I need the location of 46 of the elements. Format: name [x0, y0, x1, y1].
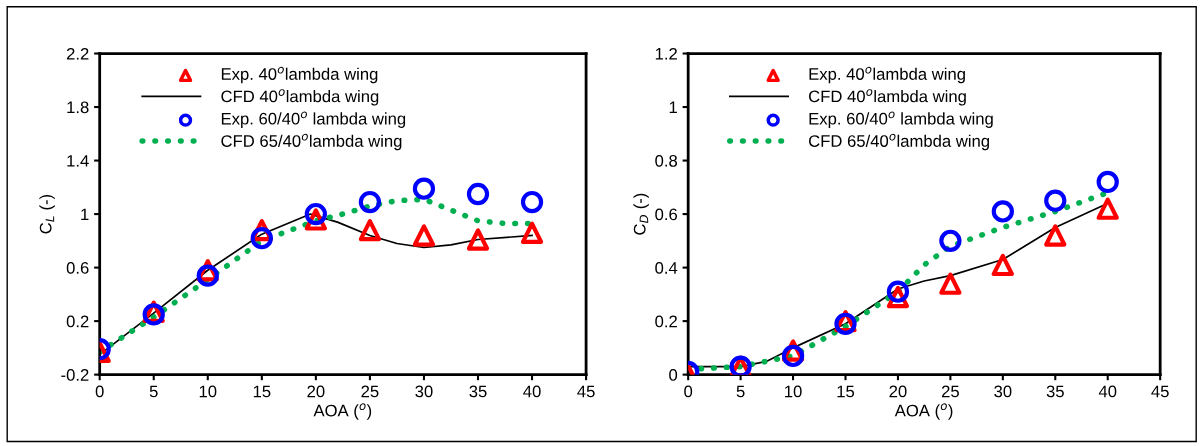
- legend-label: CFD 65/40$^{o}$lambda wing: [809, 133, 989, 151]
- x-tick-label: 5: [149, 385, 158, 398]
- legend-label: Exp. 60/40$^{o}$ lambda wing: [809, 111, 993, 128]
- x-tick-label: 5: [736, 385, 745, 398]
- legend-label: Exp. 40$^{o}$lambda wing: [809, 66, 965, 84]
- x-axis-title: AOA ($^{o}$): [313, 403, 372, 420]
- x-tick-label: 25: [941, 385, 959, 398]
- x-tick-label: 15: [837, 385, 855, 398]
- y-tick-label: 0.2: [655, 315, 677, 328]
- y-axis-title: C$_{D}$ (-): [633, 193, 649, 235]
- x-tick-label: 45: [577, 385, 595, 398]
- legend-label: CFD 40$^{o}$lambda wing: [809, 89, 966, 106]
- y-tick-label: 1.2: [655, 47, 677, 60]
- y-tick-label: 0.6: [655, 208, 678, 221]
- x-tick-label: 40: [523, 385, 541, 398]
- x-tick-label: 0: [684, 385, 693, 398]
- x-tick-label: 10: [199, 385, 217, 398]
- y-tick-label: 2.2: [66, 47, 89, 60]
- y-tick-label: 1: [81, 208, 89, 221]
- x-tick-label: 20: [889, 385, 907, 398]
- y-tick-label: 0: [669, 369, 678, 381]
- y-tick-label: 0.8: [655, 154, 678, 167]
- y-axis-title: C$_{L}$ (-): [39, 194, 55, 234]
- x-tick-label: 15: [253, 385, 271, 398]
- y-tick-label: 1.4: [67, 155, 89, 167]
- legend-label: CFD 40$^{o}$lambda wing: [221, 89, 379, 106]
- legend-label: CFD 65/40$^{o}$lambda wing: [221, 133, 402, 151]
- x-tick-label: 25: [361, 385, 379, 398]
- y-tick-label: 1: [669, 101, 677, 114]
- x-tick-label: 45: [1151, 385, 1169, 398]
- x-tick-label: 0: [95, 385, 104, 398]
- x-tick-label: 20: [307, 385, 325, 398]
- x-tick-label: 30: [415, 385, 433, 398]
- legend-label: Exp. 40$^{o}$lambda wing: [221, 66, 378, 84]
- x-tick-label: 30: [994, 385, 1012, 398]
- y-tick-label: 0.4: [655, 262, 678, 274]
- x-tick-label: 35: [469, 385, 487, 398]
- legend-label: Exp. 60/40$^{o}$ lambda wing: [221, 111, 406, 128]
- y-tick-label: 1.8: [67, 101, 89, 114]
- x-axis-title: AOA ($^{o}$): [894, 403, 953, 420]
- y-tick-label: -0.2: [61, 369, 89, 381]
- x-tick-label: 10: [785, 385, 802, 398]
- x-tick-label: 40: [1098, 385, 1117, 398]
- y-tick-label: 0.6: [66, 262, 89, 274]
- x-tick-label: 35: [1046, 385, 1064, 398]
- y-tick-label: 0.2: [66, 315, 89, 328]
